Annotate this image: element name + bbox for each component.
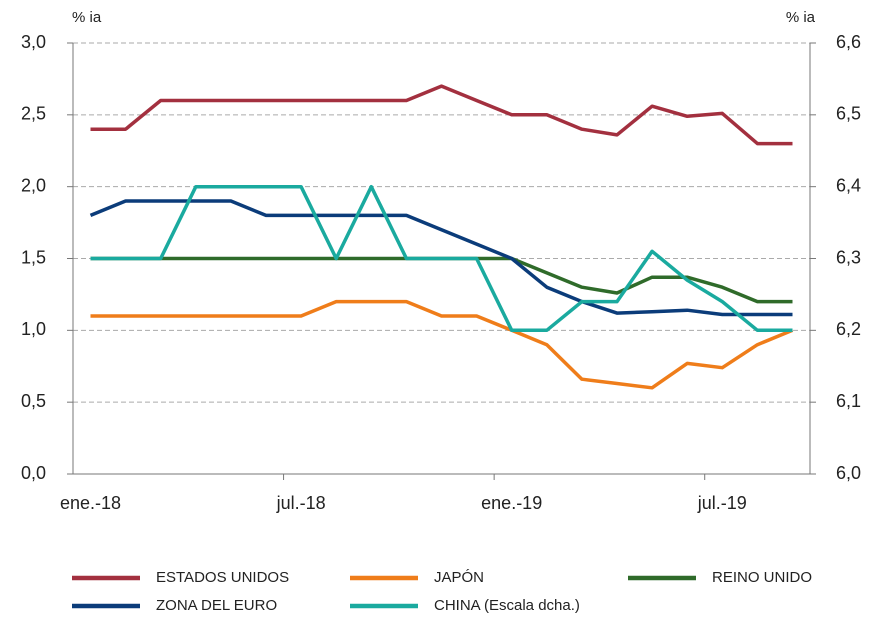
x-tick-label: jul.-18 bbox=[276, 493, 326, 513]
series-line bbox=[90, 84, 793, 146]
y-tick-label: 1,0 bbox=[21, 319, 46, 339]
x-tick-label: ene.-19 bbox=[481, 493, 542, 513]
legend-label: ZONA DEL EURO bbox=[156, 597, 277, 614]
y-tick-label: 0,5 bbox=[21, 391, 46, 411]
legend-label: ESTADOS UNIDOS bbox=[156, 569, 289, 586]
x-tick-label: ene.-18 bbox=[60, 493, 121, 513]
y-axis-label: % ia bbox=[72, 9, 102, 26]
y2-tick-label: 6,1 bbox=[836, 391, 861, 411]
y-tick-label: 1,5 bbox=[21, 247, 46, 267]
y-tick-label: 0,0 bbox=[21, 463, 46, 483]
y-tick-label: 2,0 bbox=[21, 175, 46, 195]
y2-tick-label: 6,2 bbox=[836, 319, 861, 339]
series-line bbox=[90, 299, 794, 390]
x-tick-label: jul.-19 bbox=[697, 493, 747, 513]
series-line bbox=[90, 184, 793, 333]
y-tick-label: 2,5 bbox=[21, 104, 46, 124]
y2-tick-label: 6,6 bbox=[836, 32, 861, 52]
legend-label: CHINA (Escala dcha.) bbox=[434, 597, 580, 614]
y-tick-label: 3,0 bbox=[21, 32, 46, 52]
y2-axis-label: % ia bbox=[786, 9, 816, 26]
y2-tick-label: 6,3 bbox=[836, 247, 861, 267]
legend-label: JAPÓN bbox=[434, 569, 484, 586]
y2-tick-label: 6,5 bbox=[836, 104, 861, 124]
y2-tick-label: 6,0 bbox=[836, 463, 861, 483]
legend-label: REINO UNIDO bbox=[712, 569, 812, 586]
series-line bbox=[89, 199, 793, 317]
y2-tick-label: 6,4 bbox=[836, 175, 861, 195]
